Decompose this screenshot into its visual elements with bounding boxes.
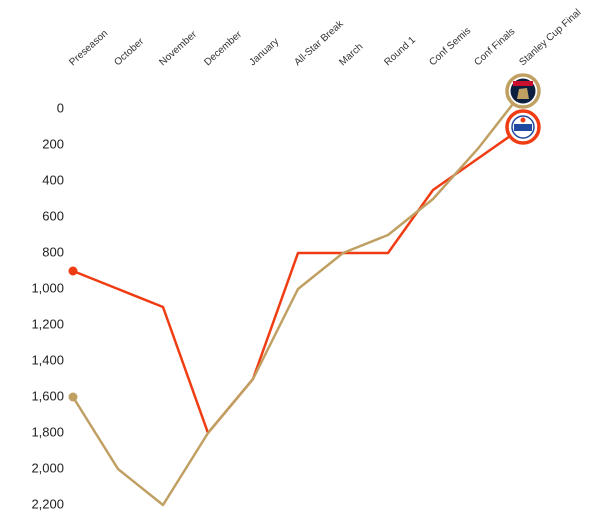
y-tick-label: 1,000: [31, 280, 64, 295]
start-point: [68, 266, 78, 276]
y-tick-label: 1,600: [31, 388, 64, 403]
y-tick-label: 1,800: [31, 424, 64, 439]
logo-cat: [517, 88, 529, 99]
y-tick-label: 2,200: [31, 496, 64, 511]
x-tick-label: Conf Finals: [472, 26, 517, 68]
x-tick-label: Stanley Cup Final: [517, 7, 583, 68]
team-logo: [505, 73, 541, 109]
y-tick-label: 2,000: [31, 460, 64, 475]
x-tick-label: October: [112, 36, 146, 68]
x-tick-label: March: [337, 41, 365, 68]
y-tick-label: 1,400: [31, 352, 64, 367]
start-point: [68, 392, 78, 402]
y-tick-label: 400: [42, 172, 64, 187]
logo-band: [513, 81, 533, 86]
series-line: [71, 90, 524, 507]
logo-body: [514, 124, 532, 131]
y-tick-label: 600: [42, 208, 64, 223]
y-tick-label: 800: [42, 244, 64, 259]
x-tick-label: November: [157, 29, 199, 68]
y-tick-label: 0: [57, 100, 64, 115]
logo-drop: [520, 117, 526, 123]
series-line: [72, 125, 524, 435]
x-tick-label: Round 1: [382, 34, 418, 68]
x-tick-label: December: [202, 29, 244, 68]
team-logo: [505, 109, 541, 145]
x-tick-label: Conf Semis: [427, 25, 473, 68]
x-tick-label: January: [247, 36, 281, 68]
y-tick-label: 200: [42, 136, 64, 151]
x-tick-label: Preseason: [67, 28, 110, 68]
y-tick-label: 1,200: [31, 316, 64, 331]
